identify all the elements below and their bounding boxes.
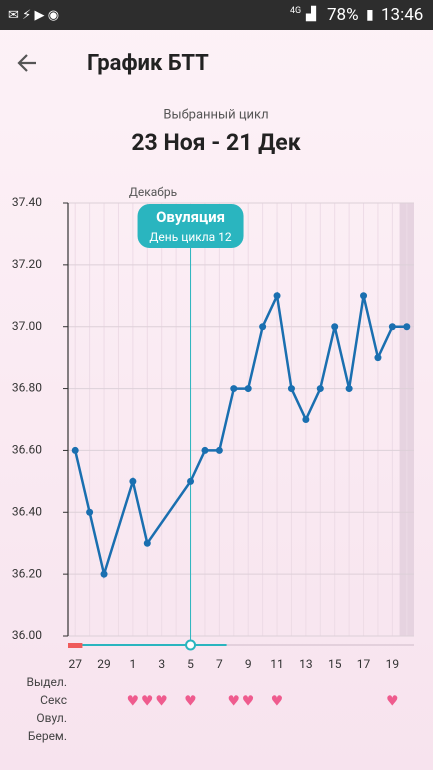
temperature-point [345,385,353,393]
y-tick-label: 37.40 [12,195,42,209]
x-tick-label: 19 [386,657,400,671]
temperature-point [215,446,223,454]
heart-icon: ♥ [141,694,154,710]
x-tick-label: 9 [245,657,252,671]
y-tick-label: 37.00 [12,319,42,333]
temperature-point [331,323,339,331]
temperature-point [100,570,108,578]
battery-icon: ▮ [366,7,374,23]
y-tick-label: 36.60 [12,443,42,457]
temperature-point [129,477,137,485]
x-tick-label: 3 [158,657,165,671]
heart-icon: ♥ [271,694,284,710]
row-label: Выдел. [27,675,68,689]
y-tick-label: 37.20 [12,257,42,271]
status-bar: ✉ ⚡ ▶ ◉ 4G ▟ 78% ▮ 13:46 [0,0,433,30]
x-tick-label: 11 [270,657,284,671]
ovulation-subtitle: День цикла 12 [149,230,232,244]
temperature-point [244,385,252,393]
cycle-range[interactable]: 23 Ноя - 21 Дек [131,129,300,156]
clock: 13:46 [381,5,424,25]
status-icons: ✉ ⚡ ▶ ◉ [8,8,60,23]
temperature-point [71,446,79,454]
row-label: Берем. [28,729,67,743]
month-label: Декабрь [129,185,177,199]
x-tick-label: 13 [299,657,313,671]
screen-title: График БТТ [87,51,209,76]
network: 4G [290,6,302,16]
cycle-caption: Выбранный цикл [163,107,268,122]
y-tick-label: 36.80 [12,381,42,395]
period-marker [68,643,83,648]
temperature-line [73,291,407,579]
back-button[interactable] [17,54,36,72]
screen-content: График БТТ Выбранный цикл 23 Ноя - 21 Де… [12,51,414,743]
x-tick-label: 1 [130,657,137,671]
temperature-point [230,385,238,393]
x-tick-label: 29 [97,657,111,671]
battery: 78% [327,5,359,25]
x-tick-label: 17 [357,657,371,671]
heart-icon: ♥ [184,694,197,710]
signal-icon: ▟ [306,7,316,22]
row-label: Овул. [36,711,67,725]
ovulation-marker [185,639,197,651]
x-tick-label: 5 [187,657,194,671]
row-label: Секс [40,693,67,707]
temperature-point [143,539,151,547]
heart-icon: ♥ [242,694,255,710]
heart-icon: ♥ [228,694,241,710]
heart-icon: ♥ [127,694,140,710]
temperature-point [374,354,382,362]
x-tick-label: 7 [216,657,223,671]
temperature-point [187,477,195,485]
y-tick-label: 36.00 [12,628,42,642]
heart-icon: ♥ [386,694,399,710]
y-tick-label: 36.40 [12,504,42,518]
temperature-point [273,292,281,300]
temperature-point [287,385,295,393]
temperature-point [302,416,310,423]
temperature-point [316,385,324,393]
temperature-point [403,323,411,331]
x-tick-label: 15 [328,657,342,671]
temperature-point [259,323,267,331]
temperature-point [360,292,368,300]
ovulation-title: Овуляция [156,208,225,226]
x-tick-label: 27 [68,657,82,671]
temperature-point [86,508,94,516]
heart-icon: ♥ [155,694,168,710]
y-tick-label: 36.20 [12,566,42,580]
temperature-point [201,446,209,454]
chart: 36.00 36.20 36.40 36.60 36.80 37.00 37.20 37.40… [12,185,414,743]
ovulation-bubble [137,204,244,248]
temperature-point [388,323,396,331]
